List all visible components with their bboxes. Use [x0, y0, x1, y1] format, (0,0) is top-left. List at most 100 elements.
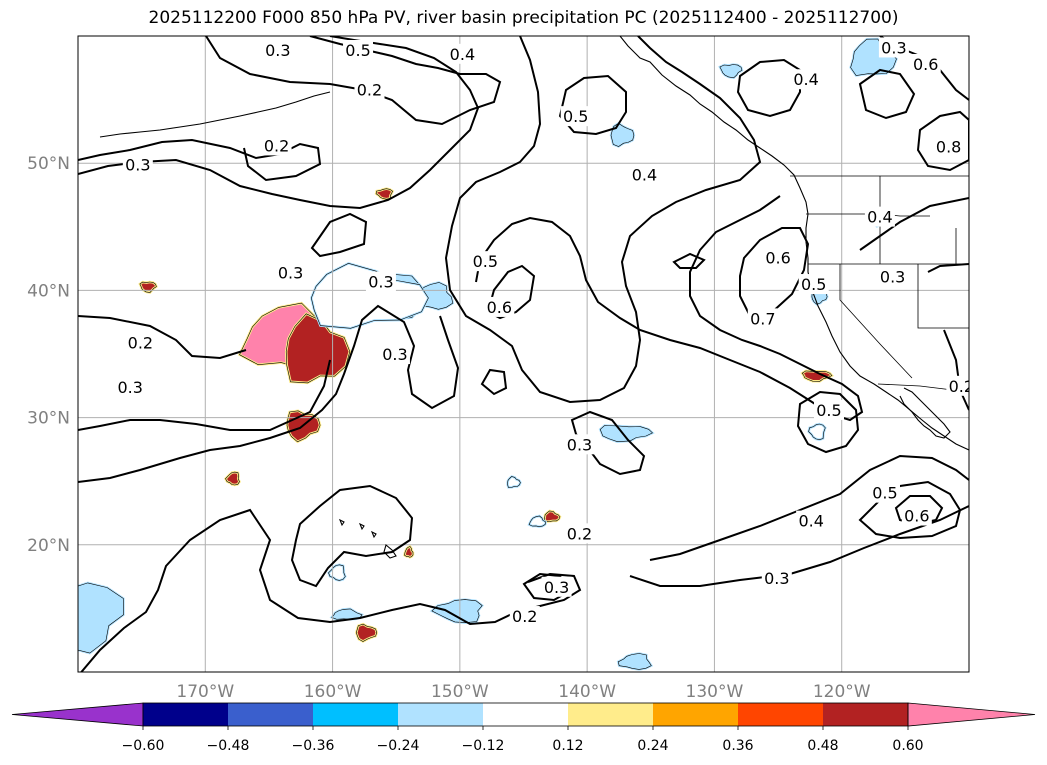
- contour-label-31: 0.2: [949, 377, 974, 396]
- colorbar-label-4: −0.12: [462, 738, 505, 754]
- pv-contour-small-3: [310, 212, 368, 258]
- contour-label-bg-30: [901, 505, 932, 526]
- contour-label-3: 0.4: [450, 45, 475, 64]
- x-tick-label-0: 170°W: [176, 682, 234, 702]
- x-tick-label-3: 140°W: [558, 682, 616, 702]
- contour-label-29: 0.5: [872, 484, 897, 503]
- precip-patch-outline-5: [225, 471, 240, 486]
- y-tick-label-0: 20°N: [27, 536, 70, 556]
- precip-patch-outline-7: [544, 510, 561, 523]
- contour-label-bg-33: [910, 53, 941, 74]
- colorbar-label-8: 0.48: [807, 738, 838, 754]
- contour-label-bg-4: [354, 79, 385, 100]
- contour-label-27: 0.4: [798, 512, 823, 531]
- contour-label-16: 0.4: [793, 70, 818, 89]
- contour-label-25: 0.3: [544, 578, 569, 597]
- precip-patch-outline-1: [285, 313, 351, 384]
- colorbar-label-7: 0.36: [722, 738, 753, 754]
- contour-label-bg-21: [115, 377, 146, 398]
- aleutian-islands: [99, 91, 331, 138]
- contour-label-bg-22: [813, 399, 844, 420]
- pv-contour-0.3-northwest: [78, 36, 480, 210]
- contour-label-bg-29: [869, 482, 900, 503]
- contour-label-12: 0.7: [750, 309, 775, 328]
- contour-label-bg-6: [629, 164, 660, 185]
- pv-contour-0.3-central: [78, 359, 331, 431]
- contour-label-24: 0.2: [567, 524, 592, 543]
- contour-label-21: 0.3: [117, 378, 142, 397]
- colorbar-cell-5: [568, 703, 653, 726]
- contour-label-bg-20: [125, 332, 156, 353]
- precip-patch-outline-16: [78, 582, 124, 654]
- coastlines: [99, 36, 969, 559]
- contour-label-14: 0.4: [867, 208, 892, 227]
- north-america-coastline: [619, 36, 969, 451]
- contour-label-11: 0.6: [765, 248, 790, 267]
- contour-label-33: 0.6: [913, 55, 938, 74]
- pv-contour-east-low: [927, 263, 969, 273]
- contour-label-bg-12: [747, 308, 778, 329]
- contour-label-bg-28: [761, 567, 792, 588]
- contour-label-bg-2: [343, 39, 374, 60]
- colorbar-label-3: −0.24: [377, 738, 420, 754]
- contour-label-bg-7: [262, 39, 293, 60]
- contour-label-8: 0.3: [278, 264, 303, 283]
- contour-label-13: 0.5: [801, 275, 826, 294]
- contour-label-2: 0.5: [345, 41, 370, 60]
- state-border-ca-nv: [839, 264, 913, 379]
- precip-patch-outline-24: [328, 564, 346, 581]
- pv-contour-small-1: [672, 252, 706, 269]
- contour-label-1: 0.3: [125, 155, 150, 174]
- contour-label-bg-10: [484, 296, 515, 317]
- contour-label-bg-26: [509, 606, 540, 627]
- pv-contour-labels: 0.2 0.3 0.5 0.4 0.2 0.5 0.4 0.3 0.3 0.5 0.6 0.6 0.7 0…: [115, 37, 974, 627]
- contour-label-6: 0.4: [632, 166, 657, 185]
- state-border-nv-az: [917, 264, 969, 329]
- colorbar-extend-min: [11, 702, 144, 727]
- precip-patch-outline-26: [507, 476, 521, 488]
- pv-contour-0.4-east: [649, 454, 969, 561]
- precip-patch-outline-25: [528, 515, 546, 528]
- precip-patch-outline-6: [404, 546, 414, 558]
- contour-label-10: 0.6: [487, 298, 512, 317]
- contour-label-bg-11: [763, 247, 794, 268]
- contour-label-30: 0.6: [904, 507, 929, 526]
- contour-label-23: 0.3: [567, 435, 592, 454]
- contour-label-bg-25: [541, 576, 572, 597]
- precip-patch-outline-18: [617, 653, 652, 670]
- contour-label-26: 0.2: [512, 607, 537, 626]
- pv-contour-0.4-main: [444, 36, 762, 404]
- precip-patch-outline-15: [599, 425, 654, 443]
- contour-label-20: 0.2: [128, 334, 153, 353]
- colorbar-cell-3: [398, 703, 483, 726]
- contour-label-bg-24: [564, 523, 595, 544]
- contour-label-0: 0.2: [264, 136, 289, 155]
- colorbar: −0.60 −0.48 −0.36 −0.24 −0.12 0.12 0.24 0.36 0.4…: [11, 702, 1036, 754]
- pv-contour-0.4-north: [205, 36, 502, 126]
- pv-contour-0.2-southern: [80, 508, 582, 672]
- contour-label-28: 0.3: [764, 569, 789, 588]
- colorbar-label-2: −0.36: [292, 738, 335, 754]
- precip-patch-outline-14: [610, 123, 635, 147]
- contour-label-bg-5: [560, 106, 591, 127]
- contour-label-bg-9: [470, 251, 501, 272]
- contour-label-bg-16: [791, 69, 822, 90]
- contour-label-17: 0.3: [881, 38, 906, 57]
- contour-label-32: 0.8: [936, 138, 961, 157]
- precip-patch-outline-8: [355, 623, 378, 642]
- y-tick-label-3: 50°N: [27, 154, 70, 174]
- contour-label-18: 0.3: [368, 272, 393, 291]
- contour-label-bg-27: [796, 510, 827, 531]
- colorbar-cell-0: [143, 703, 228, 726]
- contour-label-5: 0.5: [563, 107, 588, 126]
- colorbar-label-1: −0.48: [207, 738, 250, 754]
- contour-label-15: 0.3: [880, 267, 905, 286]
- x-tick-label-1: 160°W: [304, 682, 362, 702]
- contour-label-bg-1: [122, 154, 153, 175]
- contour-label-bg-0: [261, 135, 292, 156]
- colorbar-label-6: 0.24: [637, 738, 668, 754]
- plot-frame: [77, 35, 970, 673]
- pv-contour-0.8: [916, 110, 969, 172]
- colorbar-label-0: −0.60: [122, 738, 165, 754]
- contour-label-bg-17: [878, 37, 909, 58]
